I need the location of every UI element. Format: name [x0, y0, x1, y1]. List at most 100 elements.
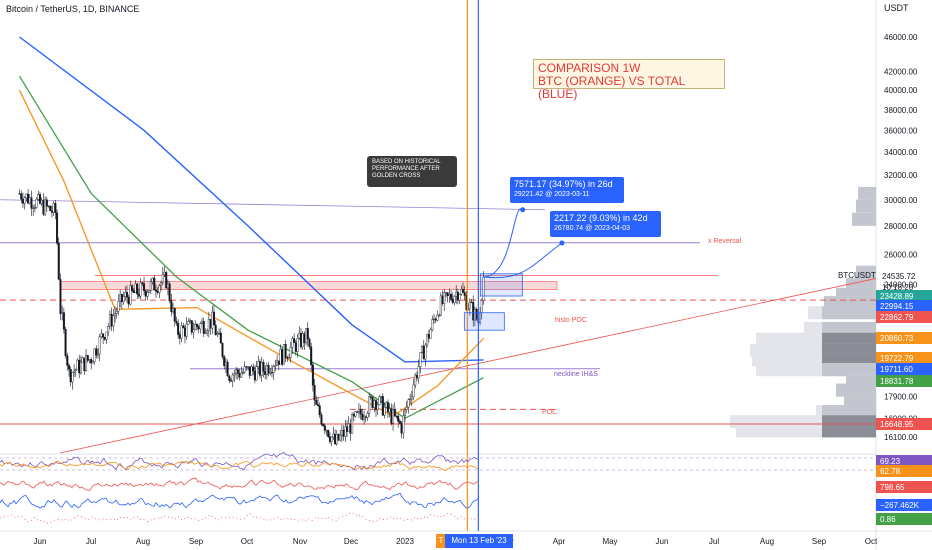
- x-tick-Oct: Oct: [865, 537, 878, 546]
- volume-profile-core: [822, 332, 876, 346]
- candle-body: [419, 352, 422, 367]
- candle-body: [161, 273, 164, 283]
- candle-body: [137, 293, 140, 297]
- candle-body: [119, 294, 122, 302]
- y-tick: 42000.00: [884, 68, 918, 77]
- candle-body: [168, 283, 171, 302]
- golden-cross-callout[interactable]: BASED ON HISTORICAL PERFORMANCE AFTER GO…: [367, 156, 457, 187]
- x-tick-Nov: Nov: [293, 537, 307, 546]
- candle-body: [250, 366, 253, 376]
- candle-body: [165, 272, 168, 289]
- candle-body: [400, 422, 403, 434]
- candle-body: [45, 199, 48, 207]
- candle-body: [427, 334, 430, 339]
- candle-body: [230, 380, 233, 382]
- candle-body: [431, 319, 434, 330]
- indicator-badge-bg: [876, 513, 932, 525]
- candle-body: [79, 361, 82, 374]
- candle-body: [405, 406, 408, 411]
- candle-body: [294, 342, 297, 352]
- candle-body: [207, 318, 210, 331]
- candle-body: [178, 334, 181, 339]
- candle-body: [153, 277, 156, 291]
- candle-body: [66, 355, 69, 366]
- candle-body: [202, 321, 205, 334]
- candle-body: [189, 320, 192, 322]
- candle-body: [267, 365, 270, 374]
- candle-body: [212, 311, 215, 326]
- candle-body: [276, 360, 279, 366]
- candle-body: [255, 366, 258, 381]
- neckline-label: neckline IH&S: [554, 371, 598, 378]
- candle-body: [412, 384, 415, 397]
- candle-body: [132, 290, 135, 294]
- candle-body: [236, 369, 239, 374]
- candle-body: [57, 242, 60, 280]
- poc-label: POC: [542, 409, 558, 416]
- candle-body: [195, 324, 198, 327]
- indicator-badge-bg: [876, 499, 932, 511]
- candle-body: [69, 369, 72, 383]
- candle-body: [461, 289, 464, 293]
- date-cursor-badge: Mon 13 Feb '23: [445, 534, 513, 548]
- candle-body: [95, 348, 98, 356]
- candle-body: [190, 320, 193, 333]
- comparison-note[interactable]: COMPARISON 1W BTC (ORANGE) VS TOTAL (BLU…: [533, 59, 725, 101]
- candle-body: [286, 357, 289, 359]
- candle-body: [443, 292, 446, 304]
- candle-body: [183, 327, 186, 337]
- projection-point-1: [520, 207, 526, 213]
- candle-body: [424, 344, 427, 360]
- candle-body: [364, 416, 367, 418]
- candle-body: [366, 413, 369, 418]
- candle-body: [88, 359, 91, 361]
- measure-box-1[interactable]: 7571.17 (34.97%) in 26d 29221.42 @ 2023-…: [510, 177, 624, 203]
- candle-body: [468, 301, 471, 309]
- candle-body: [28, 197, 31, 204]
- candle-body: [139, 282, 142, 297]
- candle-body: [144, 290, 147, 297]
- candle-body: [386, 402, 389, 413]
- symbol-title: Bitcoin / TetherUS, 1D, BINANCE: [6, 4, 140, 14]
- x-tick-Sep: Sep: [812, 537, 827, 546]
- indicator-badge-text: 0.86: [880, 515, 896, 524]
- candle-body: [337, 433, 340, 441]
- x-tick-Aug: Aug: [136, 537, 150, 546]
- candle-body: [103, 337, 106, 340]
- candle-body: [415, 374, 418, 379]
- candle-body: [342, 429, 345, 437]
- candle-body: [404, 409, 407, 417]
- candle-body: [100, 333, 103, 337]
- candle-body: [438, 314, 441, 317]
- candle-body: [318, 405, 321, 416]
- candle-body: [243, 366, 246, 373]
- date-marker-orange: T: [436, 534, 446, 548]
- y-tick: 40000.00: [884, 86, 918, 95]
- candle-body: [409, 398, 412, 400]
- candle-body: [359, 408, 362, 415]
- measure-box-2[interactable]: 2217.22 (9.03%) in 42d 26780.74 @ 2023-0…: [550, 211, 661, 237]
- candle-body: [39, 194, 42, 204]
- volume-profile-core: [822, 353, 876, 367]
- indicator-badge-bg: [876, 481, 932, 493]
- candle-body: [27, 193, 30, 204]
- volume-profile-core: [822, 424, 876, 438]
- candle-body: [373, 400, 376, 408]
- candle-body: [371, 397, 374, 408]
- rsi-line: [0, 452, 479, 471]
- candle-body: [311, 364, 314, 386]
- candle-body: [23, 197, 26, 204]
- candle-body: [233, 373, 236, 376]
- candle-body: [390, 408, 393, 424]
- candle-body: [456, 291, 459, 301]
- candle-body: [368, 396, 371, 414]
- candle-body: [330, 436, 333, 442]
- candle-body: [180, 325, 183, 339]
- candle-body: [395, 415, 398, 417]
- candle-body: [383, 407, 386, 416]
- volume-profile-core: [858, 186, 876, 200]
- candle-body: [332, 433, 335, 438]
- candle-body: [154, 289, 157, 292]
- price-badge-text: 22862.79: [880, 313, 914, 322]
